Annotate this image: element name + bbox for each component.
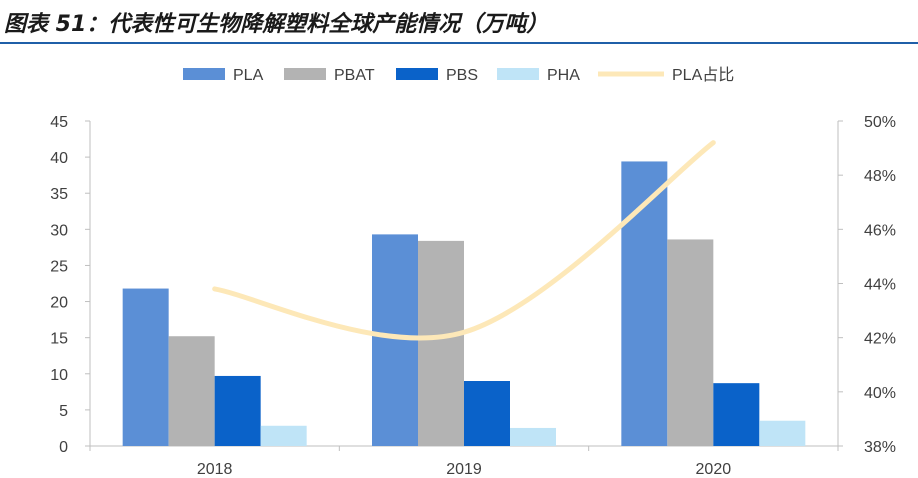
y-left-tick-label: 40 <box>50 150 68 167</box>
y-right-tick-label: 48% <box>864 168 896 185</box>
line-series-pla-share <box>212 140 716 341</box>
legend-label: PBAT <box>334 67 375 84</box>
bar-pbat-2019 <box>418 240 464 446</box>
bar-pbat-2018 <box>168 336 215 446</box>
y-right-tick-label: 42% <box>864 331 896 348</box>
y-left-tick-label: 10 <box>50 367 68 384</box>
legend-swatch-pha <box>497 68 539 80</box>
y-right-tick-label: 50% <box>864 114 896 131</box>
bar-pla-2020 <box>621 161 668 446</box>
y-left-tick-label: 0 <box>59 439 68 456</box>
y-right-tick-label: 38% <box>864 439 896 456</box>
y-left-tick-label: 35 <box>50 186 68 203</box>
bar-pha-2020 <box>759 420 806 446</box>
bar-pla-2018 <box>122 288 169 446</box>
y-right-tick-label: 40% <box>864 385 896 402</box>
legend-swatch-pbat <box>284 68 326 80</box>
legend-label: PLA <box>233 67 264 84</box>
legend-swatch-pbs <box>396 68 438 80</box>
bar-pha-2019 <box>510 427 556 446</box>
y-right-tick-label: 46% <box>864 222 896 239</box>
bar-pbat-2020 <box>667 239 714 446</box>
bar-pha-2018 <box>260 425 307 446</box>
y-left-tick-label: 45 <box>50 114 68 131</box>
bars <box>122 161 806 446</box>
y-left-tick-label: 30 <box>50 222 68 239</box>
y-right-tick-label: 44% <box>864 277 896 294</box>
y-left-tick-label: 15 <box>50 331 68 348</box>
legend-label: PHA <box>547 67 580 84</box>
chart: PLA PBAT PBS PHA PLA占比 0 5 10 15 20 25 30 35 40 45 38%… <box>50 66 896 478</box>
bar-pbs-2018 <box>214 375 261 446</box>
x-tick-label: 2019 <box>446 461 482 478</box>
bar-pbs-2020 <box>713 383 760 446</box>
legend-label: PBS <box>446 67 478 84</box>
y-left-tick-label: 25 <box>50 258 68 275</box>
ratio-line <box>212 140 716 341</box>
legend: PLA PBAT PBS PHA PLA占比 <box>183 66 734 84</box>
y-left-tick-label: 20 <box>50 295 68 312</box>
y-left-tick-label: 5 <box>59 403 68 420</box>
bar-pbs-2019 <box>464 381 510 446</box>
figure-header: 图表 51：代表性可生物降解塑料全球产能情况（万吨） <box>0 0 918 44</box>
legend-label: PLA占比 <box>672 66 734 84</box>
x-tick-label: 2020 <box>696 461 732 478</box>
x-tick-label: 2018 <box>197 461 233 478</box>
legend-swatch-pla <box>183 68 225 80</box>
figure-title: 图表 51：代表性可生物降解塑料全球产能情况（万吨） <box>4 12 549 37</box>
axes: 0 5 10 15 20 25 30 35 40 45 38% 40% 42% 44% 46% 48% 50% 2… <box>50 114 896 478</box>
